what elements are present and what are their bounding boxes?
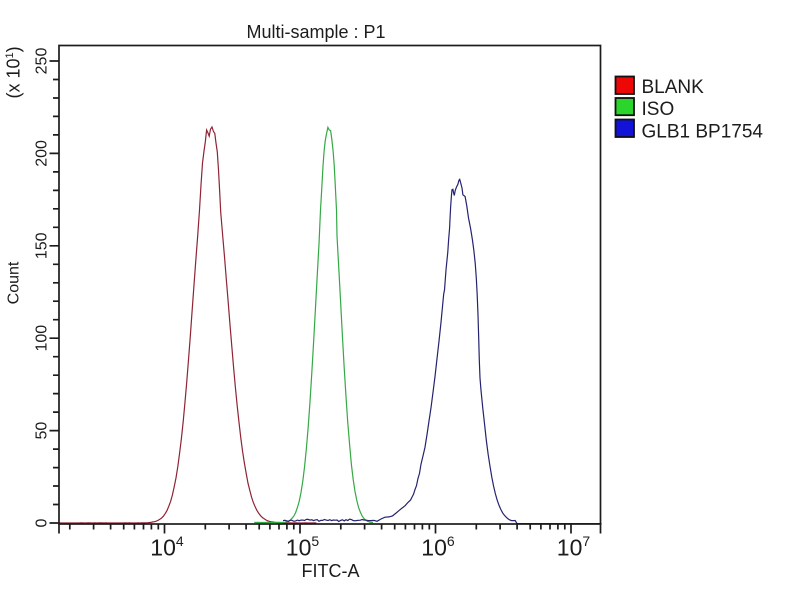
svg-text:ISO: ISO <box>642 99 675 120</box>
svg-text:FITC-A: FITC-A <box>302 561 360 581</box>
svg-text:Count: Count <box>6 261 23 304</box>
svg-text:Multi-sample : P1: Multi-sample : P1 <box>246 22 385 42</box>
svg-text:50: 50 <box>34 422 51 440</box>
svg-text:(x 101): (x 101) <box>4 46 24 98</box>
svg-text:100: 100 <box>34 325 51 352</box>
svg-text:200: 200 <box>34 140 51 167</box>
svg-text:250: 250 <box>34 48 51 75</box>
svg-text:BLANK: BLANK <box>642 77 705 98</box>
svg-text:GLB1 BP1754: GLB1 BP1754 <box>642 122 764 143</box>
svg-text:150: 150 <box>34 232 51 259</box>
svg-text:0: 0 <box>34 518 51 527</box>
